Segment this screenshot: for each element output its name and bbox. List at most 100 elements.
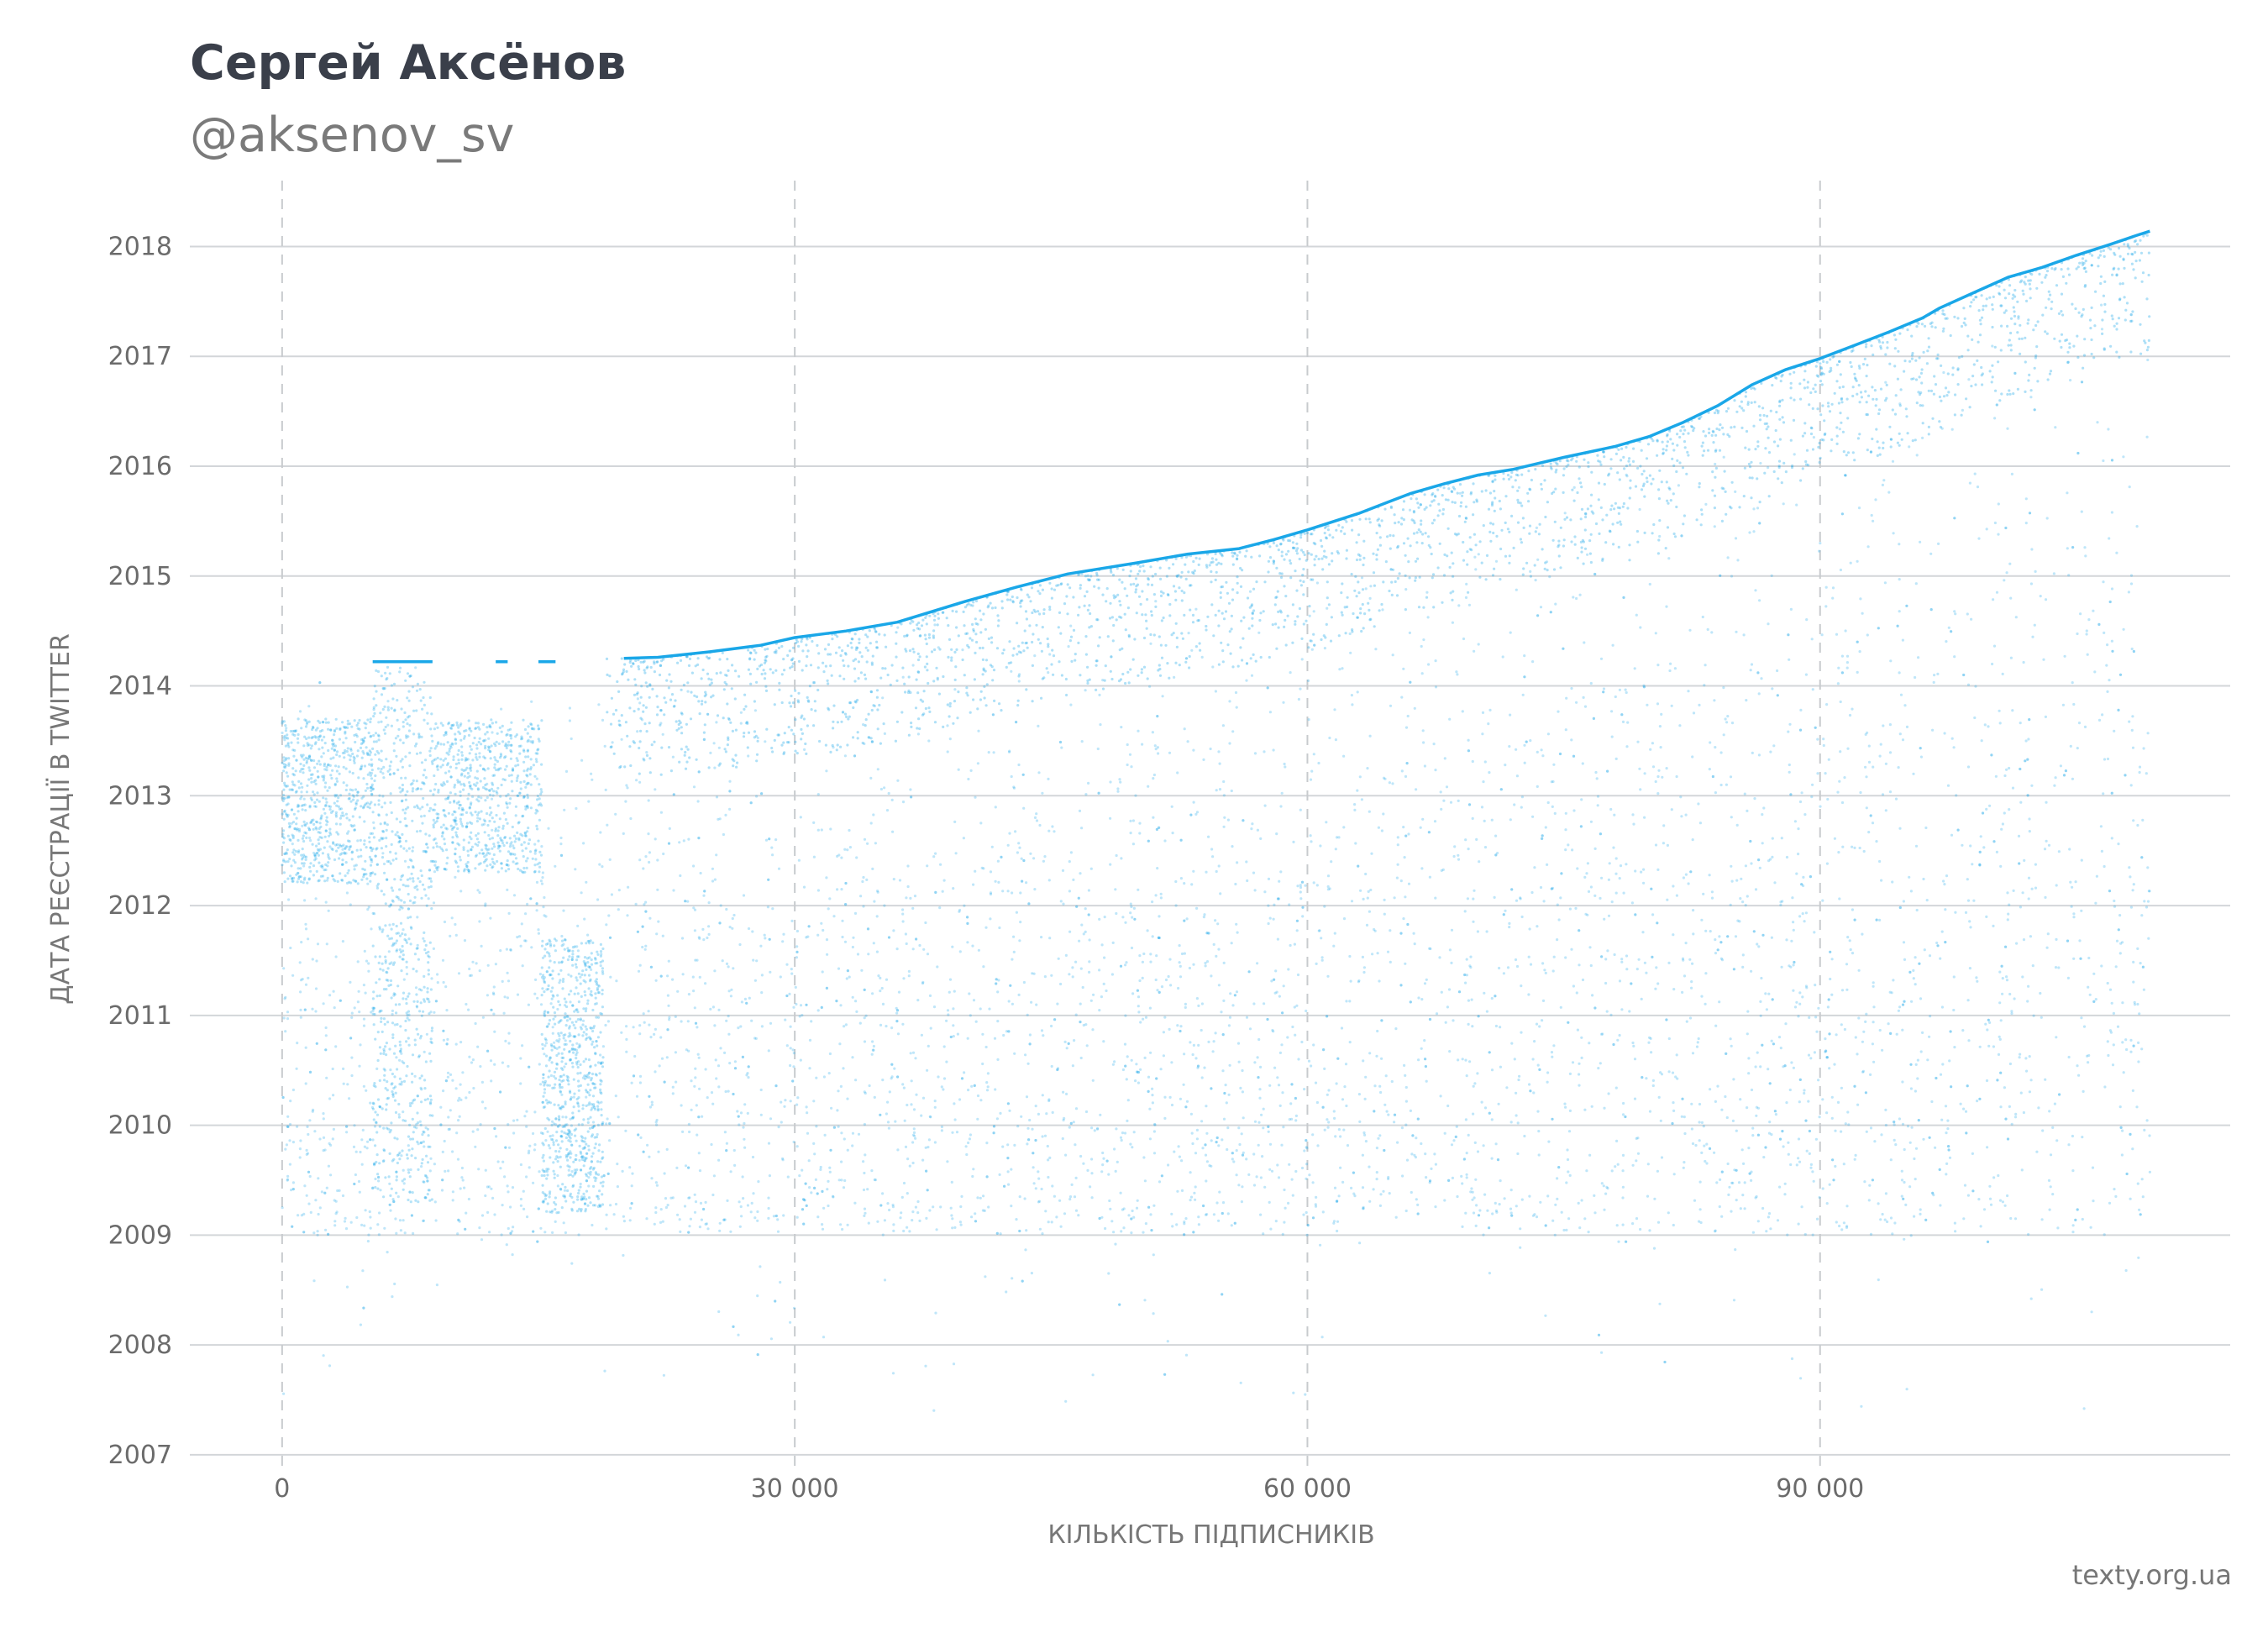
follower-point — [492, 993, 496, 996]
follower-point — [1360, 576, 1364, 580]
follower-point — [896, 779, 900, 782]
follower-point — [1337, 1128, 1341, 1131]
follower-point — [306, 1152, 310, 1155]
follower-point — [349, 980, 352, 984]
follower-point — [1032, 1152, 1035, 1155]
follower-point — [1964, 911, 1968, 914]
follower-point — [1231, 730, 1235, 733]
follower-point — [1131, 1209, 1134, 1213]
follower-point — [1797, 827, 1800, 831]
follower-point — [1593, 894, 1597, 897]
follower-point — [299, 990, 302, 994]
follower-point — [291, 1181, 295, 1184]
follower-point — [1804, 1119, 1808, 1122]
follower-point — [1427, 663, 1431, 666]
follower-point — [692, 785, 696, 789]
follower-point — [675, 1166, 679, 1169]
follower-point — [751, 1155, 755, 1159]
follower-point — [2082, 1089, 2085, 1093]
follower-point — [792, 1306, 796, 1310]
follower-point — [1189, 813, 1193, 816]
follower-point — [1605, 1185, 1609, 1189]
follower-point — [1788, 964, 1791, 968]
follower-point — [1488, 1272, 1491, 1275]
follower-point — [1987, 1018, 1990, 1021]
follower-point — [743, 997, 748, 1000]
follower-point — [790, 659, 794, 662]
follower-point — [332, 1127, 335, 1131]
follower-point — [1409, 680, 1412, 684]
follower-point — [1062, 1090, 1065, 1094]
follower-point — [1320, 956, 1324, 959]
follower-point — [1037, 1170, 1040, 1173]
follower-point — [1777, 1036, 1782, 1039]
follower-point — [410, 1214, 413, 1217]
follower-point — [1845, 963, 1849, 966]
follower-point — [1621, 720, 1625, 724]
follower-point — [648, 851, 652, 854]
follower-point — [2008, 1062, 2012, 1066]
follower-point — [1755, 1105, 1758, 1109]
follower-point — [1357, 864, 1360, 868]
follower-point — [1568, 1072, 1572, 1075]
follower-point — [2117, 708, 2120, 712]
follower-point — [769, 1021, 773, 1025]
follower-point — [1975, 976, 1978, 979]
follower-point — [1471, 1198, 1474, 1201]
follower-point — [1541, 834, 1544, 837]
follower-point — [1863, 1180, 1866, 1184]
follower-point — [982, 1194, 985, 1198]
follower-point — [1881, 793, 1885, 796]
follower-point — [1092, 993, 1095, 996]
follower-point — [1018, 1195, 1021, 1199]
follower-point — [1483, 1106, 1488, 1110]
follower-point — [1578, 1073, 1581, 1076]
follower-point — [1865, 1130, 1868, 1133]
follower-point — [671, 755, 675, 759]
follower-point — [2113, 899, 2116, 903]
follower-point — [1602, 1184, 1605, 1188]
follower-point — [1719, 574, 1722, 577]
follower-point — [1008, 832, 1011, 835]
follower-point — [468, 967, 471, 971]
follower-point — [606, 1020, 611, 1023]
follower-point — [1945, 1131, 1948, 1135]
follower-point — [837, 1179, 841, 1182]
follower-point — [542, 1073, 545, 1076]
follower-point — [539, 1226, 543, 1230]
follower-point — [1473, 1196, 1476, 1200]
follower-point — [1814, 726, 1817, 729]
follower-point — [546, 1025, 549, 1028]
follower-point — [286, 1017, 290, 1021]
follower-point — [1535, 1022, 1539, 1026]
follower-point — [1423, 982, 1427, 985]
follower-point — [638, 858, 642, 862]
follower-point — [424, 1174, 428, 1178]
follower-point — [482, 822, 486, 826]
follower-point — [890, 1026, 894, 1030]
follower-point — [517, 935, 522, 938]
follower-point — [1813, 1051, 1816, 1054]
follower-point — [2030, 887, 2034, 890]
follower-point — [1119, 964, 1123, 968]
follower-point — [392, 772, 396, 775]
follower-point — [1226, 1212, 1230, 1215]
follower-point — [1204, 964, 1207, 968]
follower-point — [433, 1163, 437, 1166]
follower-point — [1822, 743, 1825, 748]
follower-point — [286, 1125, 290, 1128]
follower-point — [853, 754, 857, 758]
follower-point — [283, 852, 286, 856]
follower-point — [1326, 874, 1331, 878]
follower-point — [504, 1146, 507, 1149]
follower-point — [2118, 673, 2123, 676]
follower-point — [2099, 825, 2103, 828]
follower-point — [1205, 1213, 1209, 1216]
follower-point — [397, 898, 401, 901]
follower-point — [1015, 721, 1018, 724]
follower-point — [837, 853, 841, 857]
follower-point — [1041, 1232, 1044, 1236]
follower-point — [953, 688, 957, 691]
follower-point — [1115, 911, 1118, 916]
follower-point — [1100, 995, 1103, 999]
